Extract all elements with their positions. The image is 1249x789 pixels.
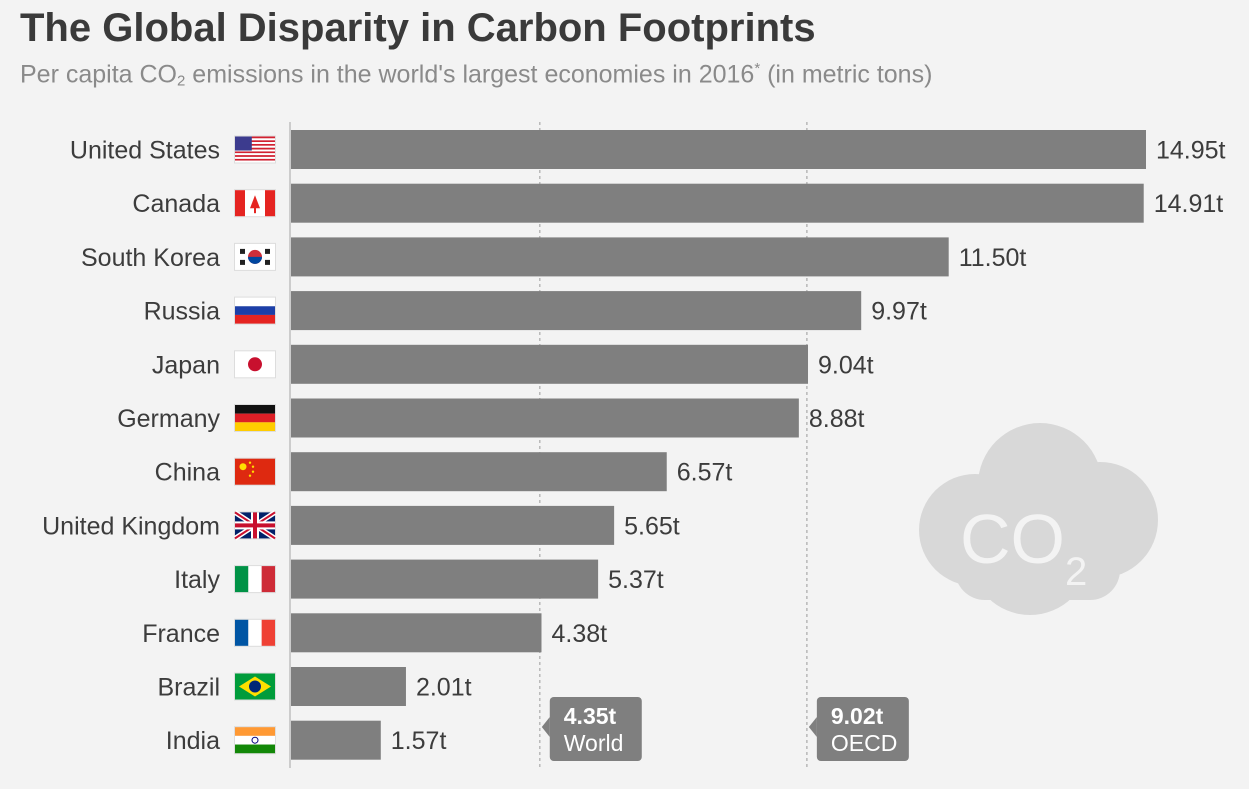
bar-value-label: 14.95t (1156, 137, 1226, 165)
bar-value-label: 9.04t (818, 351, 874, 379)
reference-value-label: 4.35t (564, 703, 617, 729)
chart-title: The Global Disparity in Carbon Footprint… (20, 6, 816, 50)
subtitle-subscript: 2 (177, 72, 186, 90)
bar-value-label: 2.01t (416, 674, 472, 702)
italy-flag-icon (234, 565, 276, 594)
us-flag-icon (234, 135, 276, 164)
bar-value-label: 9.97t (871, 298, 927, 326)
bar (291, 130, 1146, 169)
subtitle-part: Per capita CO (20, 60, 178, 89)
bar (291, 452, 667, 492)
co2-cloud-subscript: 2 (1065, 550, 1087, 594)
subtitle-superscript: * (754, 60, 761, 77)
china-flag-icon (234, 457, 276, 486)
category-label: United Kingdom (42, 512, 220, 540)
france-flag-icon (234, 618, 276, 647)
bar (291, 720, 381, 760)
category-label: United States (70, 137, 220, 165)
category-label: Canada (132, 190, 220, 218)
reference-name-label: OECD (831, 730, 897, 756)
bar-value-label: 4.38t (551, 620, 607, 648)
category-label: China (155, 459, 220, 487)
bar-value-label: 5.37t (608, 566, 664, 594)
bar (291, 344, 809, 384)
category-label: South Korea (81, 244, 220, 272)
category-label: Russia (144, 298, 221, 326)
subtitle-part: (in metric tons) (760, 60, 933, 89)
co2-cloud-text: CO (960, 500, 1065, 578)
bar (291, 237, 949, 277)
category-label: Germany (117, 405, 220, 433)
russia-flag-icon (234, 296, 276, 325)
south-korea-flag-icon (234, 242, 276, 271)
category-label: Japan (152, 351, 220, 379)
bar-value-label: 8.88t (809, 405, 865, 433)
bar (291, 559, 599, 599)
bar (291, 667, 406, 706)
bar (291, 183, 1144, 223)
reference-name-label: World (564, 730, 624, 756)
category-label: Italy (174, 566, 220, 594)
india-flag-icon (234, 726, 276, 755)
subtitle-part: emissions in the world's largest economi… (185, 60, 755, 89)
chart-subtitle: Per capita CO2 emissions in the world's … (20, 60, 932, 89)
bar-value-label: 6.57t (677, 459, 733, 487)
bar (291, 505, 615, 545)
bar-value-label: 14.91t (1154, 190, 1224, 218)
bar-value-label: 11.50t (959, 244, 1027, 272)
category-label: Brazil (157, 674, 220, 702)
bar (291, 291, 862, 331)
reference-value-label: 9.02t (831, 703, 884, 729)
category-label: France (142, 620, 220, 648)
category-label: India (166, 727, 220, 755)
united-kingdom-flag-icon (233, 510, 277, 541)
canada-flag-icon (234, 189, 276, 218)
bar (291, 398, 799, 438)
brazil-flag-icon (234, 672, 276, 701)
germany-flag-icon (234, 404, 276, 432)
bar-value-label: 1.57t (391, 727, 447, 755)
japan-flag-icon (234, 350, 276, 379)
bar-value-label: 5.65t (624, 512, 680, 540)
co2-cloud-icon: CO 2 (919, 423, 1158, 615)
bar (291, 613, 542, 653)
